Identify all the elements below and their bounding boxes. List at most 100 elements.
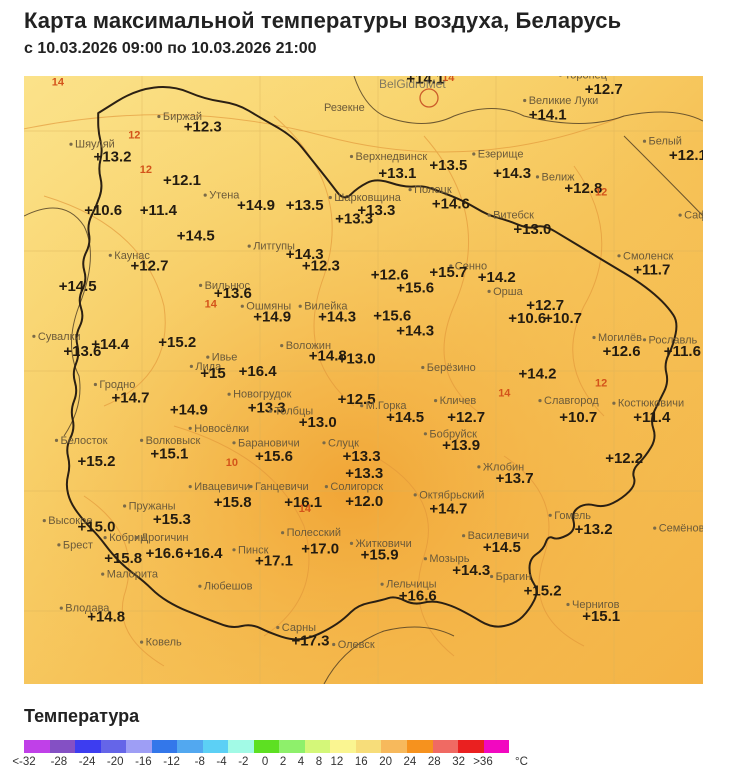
svg-text:+15: +15	[200, 365, 225, 382]
svg-text:14: 14	[52, 76, 65, 88]
svg-text:Ковель: Ковель	[146, 637, 182, 649]
svg-text:+12.7: +12.7	[447, 409, 485, 426]
svg-text:Сувалки: Сувалки	[38, 331, 81, 343]
svg-text:+11.7: +11.7	[633, 262, 670, 279]
svg-text:Ганцевичи: Ганцевичи	[255, 481, 309, 493]
svg-text:+13.2: +13.2	[575, 521, 613, 538]
svg-text:+15.2: +15.2	[158, 334, 196, 351]
svg-text:Великие Луки: Великие Луки	[529, 95, 599, 107]
svg-text:+14.4: +14.4	[91, 336, 130, 353]
svg-text:+12.2: +12.2	[605, 450, 643, 467]
svg-text:Верхнедвинск: Верхнедвинск	[356, 151, 428, 163]
svg-text:+15.6: +15.6	[255, 448, 293, 465]
svg-text:+14.2: +14.2	[519, 366, 557, 383]
svg-text:+14.5: +14.5	[386, 409, 424, 426]
svg-text:+13.3: +13.3	[345, 465, 383, 482]
svg-text:+15.7: +15.7	[429, 264, 467, 281]
svg-text:+16.4: +16.4	[239, 363, 278, 380]
svg-text:Брагин: Брагин	[496, 571, 532, 583]
svg-text:+17.3: +17.3	[292, 633, 330, 650]
svg-text:+13.7: +13.7	[496, 470, 534, 487]
svg-text:Дрогичин: Дрогичин	[141, 532, 189, 544]
svg-text:Кличев: Кличев	[440, 395, 477, 407]
svg-text:+14.7: +14.7	[112, 390, 150, 407]
svg-text:12: 12	[595, 187, 607, 199]
svg-text:+12.3: +12.3	[302, 257, 340, 274]
svg-text:+14.1: +14.1	[529, 106, 567, 123]
svg-text:Белосток: Белосток	[61, 435, 108, 447]
svg-text:+11.4: +11.4	[140, 202, 178, 219]
svg-text:+14.7: +14.7	[429, 501, 467, 518]
svg-text:Костюковичи: Костюковичи	[618, 398, 684, 410]
svg-text:+13.5: +13.5	[286, 197, 324, 214]
svg-text:Утена: Утена	[209, 190, 240, 202]
svg-text:Смоленск: Смоленск	[623, 250, 673, 262]
svg-text:+11.4: +11.4	[633, 409, 671, 426]
svg-text:Резекне: Резекне	[324, 102, 365, 114]
svg-text:+12.3: +12.3	[184, 119, 222, 136]
svg-text:+14.3: +14.3	[318, 308, 356, 325]
svg-text:+11.6: +11.6	[664, 343, 701, 360]
svg-text:Полоцк: Полоцк	[414, 184, 452, 196]
svg-text:Белый: Белый	[649, 136, 682, 148]
svg-text:+13.0: +13.0	[299, 414, 337, 431]
svg-text:12: 12	[595, 377, 607, 389]
svg-text:+16.4: +16.4	[185, 545, 224, 562]
svg-text:BelGidroMet: BelGidroMet	[379, 77, 446, 91]
svg-text:+12.7: +12.7	[131, 257, 169, 274]
svg-text:+15.6: +15.6	[396, 279, 434, 296]
svg-text:12: 12	[128, 130, 140, 142]
svg-text:+15.2: +15.2	[78, 453, 116, 470]
svg-text:+13.3: +13.3	[343, 448, 381, 465]
svg-text:+16.6: +16.6	[146, 545, 184, 562]
svg-text:+14.3: +14.3	[493, 165, 531, 182]
svg-text:Малорита: Малорита	[107, 569, 159, 581]
svg-text:+15.1: +15.1	[582, 608, 620, 625]
svg-text:+14.8: +14.8	[87, 608, 125, 625]
svg-text:+13.0: +13.0	[338, 351, 376, 368]
svg-text:Ивацевичи: Ивацевичи	[194, 481, 250, 493]
svg-text:+13.9: +13.9	[442, 437, 480, 454]
svg-text:14: 14	[299, 503, 312, 515]
svg-text:+14.6: +14.6	[432, 195, 470, 212]
svg-text:+13.1: +13.1	[378, 165, 416, 182]
svg-text:Сафоново: Сафоново	[684, 210, 703, 222]
svg-text:+13.2: +13.2	[94, 149, 132, 166]
svg-text:Ивье: Ивье	[212, 352, 238, 364]
svg-text:+17.0: +17.0	[301, 540, 339, 557]
svg-text:Езерище: Езерище	[478, 149, 524, 161]
svg-text:14: 14	[498, 388, 511, 400]
svg-text:Брест: Брест	[63, 539, 93, 551]
svg-text:+15.8: +15.8	[104, 550, 142, 567]
svg-text:+14.5: +14.5	[59, 278, 97, 295]
svg-text:Октябрьский: Октябрьский	[419, 489, 484, 501]
svg-text:+10.6: +10.6	[84, 202, 122, 219]
svg-text:Славгород: Славгород	[544, 395, 599, 407]
svg-text:+12.6: +12.6	[603, 343, 641, 360]
svg-text:Солигорск: Солигорск	[330, 481, 383, 493]
svg-text:+15.9: +15.9	[361, 547, 399, 564]
svg-text:+14.9: +14.9	[253, 308, 291, 325]
svg-text:+10.7: +10.7	[544, 310, 582, 327]
svg-text:+14.5: +14.5	[483, 539, 521, 556]
svg-text:Витебск: Витебск	[493, 210, 534, 222]
svg-text:+12.0: +12.0	[345, 493, 383, 510]
svg-text:+12.1: +12.1	[669, 147, 703, 164]
svg-text:+14.3: +14.3	[396, 323, 434, 340]
svg-text:+14.3: +14.3	[452, 562, 490, 579]
svg-text:+14.9: +14.9	[237, 197, 275, 214]
svg-text:Любешов: Любешов	[204, 581, 253, 593]
svg-text:Новосёлки: Новосёлки	[194, 423, 249, 435]
svg-text:+14.9: +14.9	[170, 402, 208, 419]
svg-text:+15.2: +15.2	[524, 582, 562, 599]
svg-text:+15.1: +15.1	[150, 446, 188, 463]
svg-text:Семёновка: Семёновка	[659, 523, 703, 535]
svg-text:12: 12	[140, 164, 152, 176]
svg-text:Олевск: Олевск	[338, 639, 375, 651]
svg-text:Орша: Орша	[493, 286, 523, 298]
svg-text:+10.6: +10.6	[508, 310, 546, 327]
svg-text:+13.3: +13.3	[335, 211, 373, 228]
svg-text:+13.6: +13.6	[214, 285, 252, 302]
svg-text:+14.2: +14.2	[478, 269, 516, 286]
svg-text:+16.6: +16.6	[399, 587, 437, 604]
